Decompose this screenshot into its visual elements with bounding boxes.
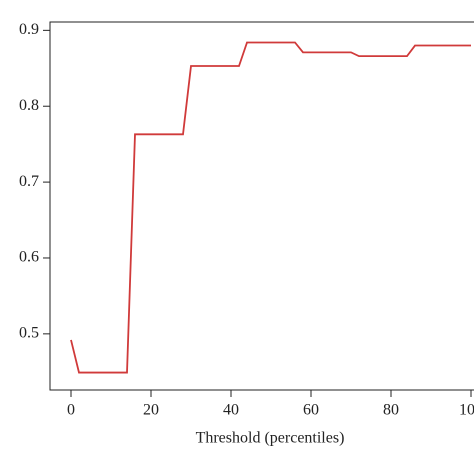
x-tick-label: 80: [383, 402, 399, 419]
x-tick-label: 0: [67, 402, 75, 419]
x-tick-label: 60: [303, 402, 319, 419]
plot-frame: [49, 21, 474, 391]
x-tick-label: 100: [459, 402, 474, 419]
y-tick-label: 0.5: [19, 325, 39, 342]
x-tick-label: 40: [223, 402, 239, 419]
y-tick-label: 0.8: [19, 97, 39, 114]
y-tick-label: 0.9: [19, 21, 39, 38]
y-tick-label: 0.7: [19, 173, 39, 190]
x-axis-label: Threshold (percentiles): [196, 430, 345, 447]
x-tick-label: 20: [143, 402, 159, 419]
line: [70, 41, 471, 374]
y-tick-label: 0.6: [19, 249, 39, 266]
